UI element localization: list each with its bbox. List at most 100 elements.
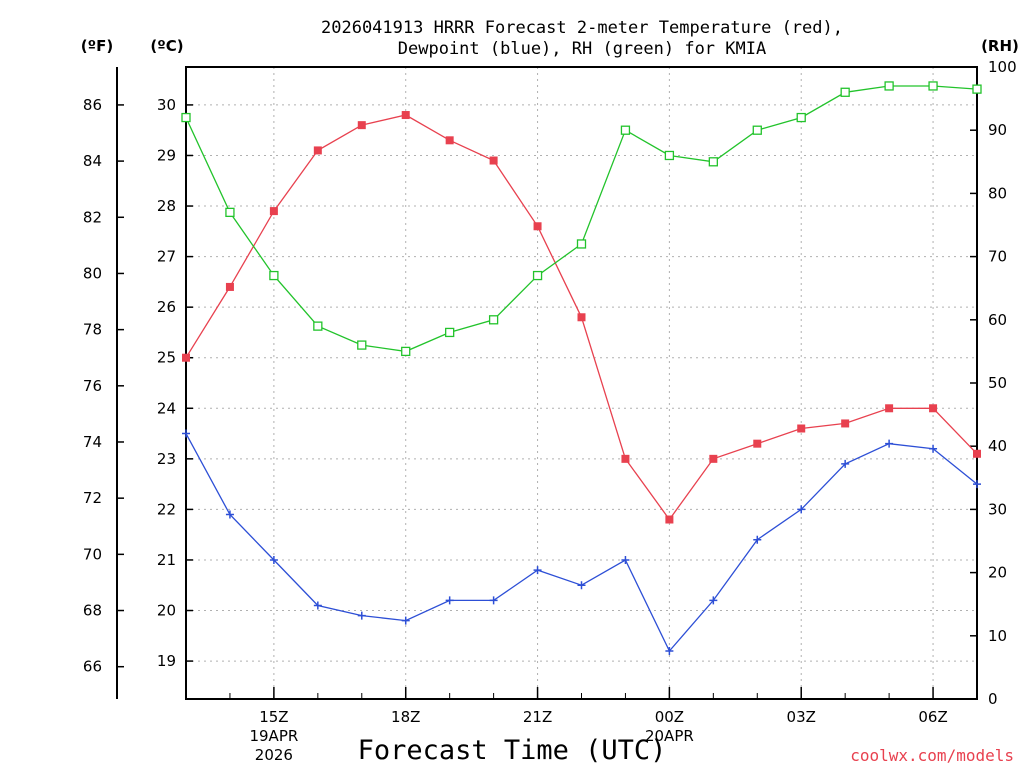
dewpoint-point [225,510,234,519]
dewpoint-point [182,429,190,438]
time-tick-label: 2026 [255,746,293,764]
celsius-tick-label: 20 [157,602,176,620]
dewpoint-point [313,601,322,610]
rh-point [664,150,675,161]
dewpoint-point [973,480,981,489]
rh-tick-label: 10 [988,627,1007,645]
time-tick-label: 19APR [249,727,298,745]
rh-tick-label: 60 [988,311,1007,329]
temperature-point [973,449,981,458]
rh-point [620,125,631,135]
fahrenheit-tick-label: 78 [83,321,102,339]
temperature-point [797,424,806,433]
time-tick-label: 03Z [787,708,816,726]
celsius-axis: 19 20 21 22 23 24 25 26 27 28 29 30 [157,96,193,670]
celsius-tick-label: 21 [157,551,176,569]
dewpoint-point [797,505,806,514]
series-layer [181,81,982,655]
dewpoint-point [577,581,586,590]
plot-frame [185,66,978,700]
rh-point [181,112,191,123]
time-tick-label: 15Z [259,708,288,726]
rh-point [840,87,850,97]
time-tick-label: 20APR [645,727,694,745]
rh-tick-label: 0 [988,690,998,708]
temperature-point [225,282,234,291]
temperature-point [269,207,278,216]
temperature-point [313,146,322,155]
temperature-point [357,121,366,130]
temperature-point [489,156,498,165]
celsius-tick-label: 30 [157,96,176,114]
celsius-tick-label: 23 [157,450,176,468]
fahrenheit-tick-label: 74 [83,433,102,451]
rh-point [928,81,938,91]
dewpoint-point [885,439,894,448]
fahrenheit-tick-label: 86 [83,96,102,114]
fahrenheit-tick-label: 70 [83,545,102,563]
series-dewpoint [182,429,981,655]
temperature-point [929,404,938,413]
dewpoint-point [533,566,542,575]
credit-text: coolwx.com/models [850,746,1014,765]
rh-point [576,239,587,249]
temperature-point [621,454,630,463]
fahrenheit-tick-label: 80 [83,264,102,282]
time-tick-label: 18Z [391,708,420,726]
rh-point [269,270,279,281]
rh-tick-label: 100 [988,58,1017,76]
fahrenheit-tick-label: 72 [83,489,102,507]
celsius-axis-unit: (ºC) [150,37,183,55]
dewpoint-point [269,555,278,564]
chart-title-line2: Dewpoint (blue), RH (green) for KMIA [398,39,766,59]
dewpoint-point [445,596,454,605]
axes [116,66,978,700]
rh-tick-label: 30 [988,500,1007,518]
rh-point [708,157,718,167]
rh-tick-label: 70 [988,248,1007,266]
rh-tick-label: 80 [988,184,1007,202]
celsius-tick-label: 26 [157,298,176,316]
rh-point [532,270,543,281]
series-rh [181,81,982,357]
dewpoint-point [753,535,762,544]
celsius-tick-label: 24 [157,399,176,417]
temperature-point [577,313,586,322]
temperature-point [885,404,894,413]
fahrenheit-tick-label: 82 [83,208,102,226]
temperature-point [709,454,718,463]
dewpoint-point [929,444,938,453]
temperature-point [533,222,542,231]
time-tick-label: 00Z [655,708,684,726]
series-line [185,433,978,653]
fahrenheit-tick-label: 76 [83,377,102,395]
rh-point [401,346,411,357]
rh-tick-label: 40 [988,437,1007,455]
rh-point [225,207,235,218]
x-axis-label: Forecast Time (UTC) [358,735,667,766]
time-tick-label: 21Z [523,708,552,726]
dewpoint-point [401,616,410,625]
temperature-point [753,439,762,448]
rh-point [884,81,894,91]
temperature-point [182,353,190,362]
dewpoint-point [665,646,674,655]
rh-tick-label: 20 [988,564,1007,582]
rh-point [972,84,982,94]
series-line [185,85,978,353]
fahrenheit-axis: 66 68 70 72 74 76 78 80 82 84 86 [83,96,124,676]
dewpoint-point [709,596,718,605]
series-2-meter-temperature [182,111,981,524]
time-tick-label: 06Z [918,708,947,726]
temperature-point [401,111,410,120]
dewpoint-point [489,596,498,605]
celsius-tick-label: 28 [157,197,176,215]
grid-lines [186,67,977,699]
chart-title-line1: 2026041913 HRRR Forecast 2-meter Tempera… [321,18,843,38]
celsius-tick-label: 29 [157,146,176,164]
rh-axis: 0 10 20 30 40 50 60 70 80 90 100 [970,58,1017,708]
rh-point [357,340,367,350]
rh-point [796,112,806,123]
rh-tick-label: 90 [988,121,1007,139]
